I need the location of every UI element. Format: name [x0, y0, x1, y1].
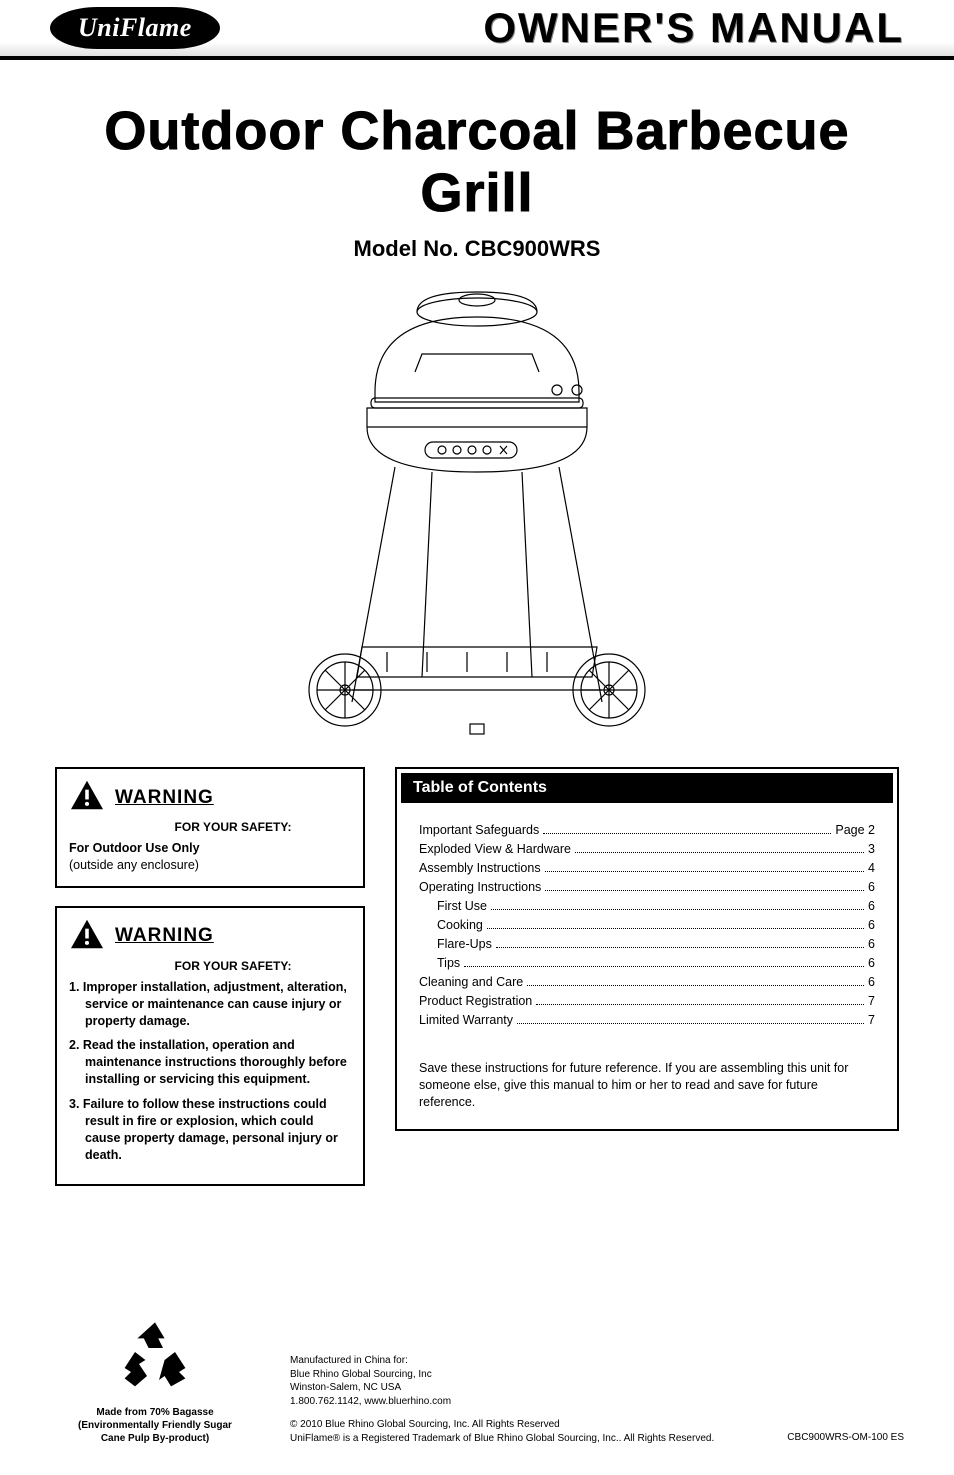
- toc-page: 6: [868, 918, 875, 932]
- document-type-title: OWNER'S MANUAL: [483, 4, 904, 52]
- toc-row: Exploded View & Hardware 3: [419, 842, 875, 856]
- header-bar: UniFlame OWNER'S MANUAL: [0, 0, 954, 60]
- manufacturer-block: Manufactured in China for: Blue Rhino Gl…: [290, 1354, 757, 1408]
- warning-1-body: For Outdoor Use Only (outside any enclos…: [69, 840, 351, 874]
- toc-dots: [517, 1023, 864, 1024]
- warning-1-title-block: WARNING: [115, 787, 214, 809]
- toc-dots: [464, 966, 864, 967]
- recycle-line-1: Made from 70% Bagasse: [50, 1406, 260, 1419]
- warnings-column: WARNING FOR YOUR SAFETY: For Outdoor Use…: [55, 767, 365, 1204]
- toc-dots: [527, 985, 864, 986]
- toc-label: Cleaning and Care: [419, 975, 523, 989]
- toc-row: Cleaning and Care 6: [419, 975, 875, 989]
- footer-text: Manufactured in China for: Blue Rhino Gl…: [290, 1354, 757, 1445]
- toc-dots: [536, 1004, 864, 1005]
- toc-save-note: Save these instructions for future refer…: [397, 1046, 897, 1129]
- toc-dots: [575, 852, 864, 853]
- toc-label: Exploded View & Hardware: [419, 842, 571, 856]
- toc-page: 6: [868, 937, 875, 951]
- toc-page: 6: [868, 975, 875, 989]
- recycle-icon: [115, 1316, 195, 1396]
- warning-triangle-icon: [69, 779, 105, 816]
- toc-label: Product Registration: [419, 994, 532, 1008]
- warning-1-normal-text: (outside any enclosure): [69, 858, 199, 872]
- warning-2-subtitle: FOR YOUR SAFETY:: [115, 959, 351, 973]
- warning-1-header: WARNING: [69, 779, 351, 816]
- warning-2-item: 3. Failure to follow these instructions …: [69, 1096, 351, 1164]
- content-area: Outdoor Charcoal Barbecue Grill Model No…: [0, 60, 954, 1204]
- recycle-block: Made from 70% Bagasse (Environmentally F…: [50, 1316, 260, 1445]
- mfg-line: Winston-Salem, NC USA: [290, 1381, 757, 1395]
- product-illustration: [50, 282, 904, 737]
- mfg-line: 1.800.762.1142, www.bluerhino.com: [290, 1395, 757, 1409]
- toc-page: 6: [868, 880, 875, 894]
- toc-row: First Use 6: [419, 899, 875, 913]
- copyright-block: © 2010 Blue Rhino Global Sourcing, Inc. …: [290, 1418, 757, 1445]
- toc-page: 4: [868, 861, 875, 875]
- toc-page: 3: [868, 842, 875, 856]
- two-column-layout: WARNING FOR YOUR SAFETY: For Outdoor Use…: [50, 767, 904, 1204]
- document-code: CBC900WRS-OM-100 ES: [787, 1432, 904, 1445]
- page: UniFlame OWNER'S MANUAL Outdoor Charcoal…: [0, 0, 954, 1475]
- brand-logo: UniFlame: [50, 7, 220, 49]
- copyright-line: © 2010 Blue Rhino Global Sourcing, Inc. …: [290, 1418, 757, 1432]
- toc-dots: [543, 833, 831, 834]
- toc-label: Important Safeguards: [419, 823, 539, 837]
- warning-2-header: WARNING: [69, 918, 351, 955]
- toc-list: Important Safeguards Page 2 Exploded View …: [397, 807, 897, 1046]
- toc-label: Operating Instructions: [419, 880, 541, 894]
- toc-page: 7: [868, 994, 875, 1008]
- toc-label: First Use: [437, 899, 487, 913]
- warning-1-subtitle: FOR YOUR SAFETY:: [115, 820, 351, 834]
- toc-row: Tips 6: [419, 956, 875, 970]
- toc-label: Assembly Instructions: [419, 861, 541, 875]
- grill-drawing-svg: [267, 282, 687, 737]
- toc-header: Table of Contents: [401, 773, 893, 803]
- toc-dots: [491, 909, 864, 910]
- warning-2-title: WARNING: [115, 925, 214, 947]
- toc-dots: [545, 890, 864, 891]
- warning-1-bold-text: For Outdoor Use Only: [69, 841, 200, 855]
- warning-2-body: 1. Improper installation, adjustment, al…: [69, 979, 351, 1164]
- toc-row: Limited Warranty 7: [419, 1013, 875, 1027]
- toc-row: Product Registration 7: [419, 994, 875, 1008]
- warning-box-1: WARNING FOR YOUR SAFETY: For Outdoor Use…: [55, 767, 365, 888]
- recycle-line-3: Cane Pulp By-product): [50, 1432, 260, 1445]
- product-title: Outdoor Charcoal Barbecue Grill: [50, 100, 904, 224]
- toc-label: Flare-Ups: [437, 937, 492, 951]
- mfg-line: Blue Rhino Global Sourcing, Inc: [290, 1368, 757, 1382]
- mfg-line: Manufactured in China for:: [290, 1354, 757, 1368]
- warning-2-list: 1. Improper installation, adjustment, al…: [69, 979, 351, 1164]
- toc-dots: [487, 928, 864, 929]
- copyright-line: UniFlame® is a Registered Trademark of B…: [290, 1432, 757, 1446]
- warning-triangle-icon: [69, 918, 105, 955]
- warning-2-title-block: WARNING: [115, 925, 214, 947]
- warning-1-title: WARNING: [115, 787, 214, 809]
- toc-row: Operating Instructions 6: [419, 880, 875, 894]
- toc-label: Cooking: [437, 918, 483, 932]
- warning-2-item: 1. Improper installation, adjustment, al…: [69, 979, 351, 1030]
- toc-column: Table of Contents Important Safeguards Pa…: [395, 767, 899, 1204]
- model-number: Model No. CBC900WRS: [50, 236, 904, 262]
- footer: Made from 70% Bagasse (Environmentally F…: [50, 1316, 904, 1445]
- toc-page: Page 2: [835, 823, 875, 837]
- toc-row: Assembly Instructions 4: [419, 861, 875, 875]
- toc-row: Cooking 6: [419, 918, 875, 932]
- toc-page: 6: [868, 899, 875, 913]
- warning-box-2: WARNING FOR YOUR SAFETY: 1. Improper ins…: [55, 906, 365, 1186]
- warning-2-item: 2. Read the installation, operation and …: [69, 1037, 351, 1088]
- toc-label: Limited Warranty: [419, 1013, 513, 1027]
- toc-label: Tips: [437, 956, 460, 970]
- toc-box: Table of Contents Important Safeguards Pa…: [395, 767, 899, 1131]
- recycle-line-2: (Environmentally Friendly Sugar: [50, 1419, 260, 1432]
- toc-page: 7: [868, 1013, 875, 1027]
- toc-row: Flare-Ups 6: [419, 937, 875, 951]
- toc-dots: [496, 947, 864, 948]
- toc-row: Important Safeguards Page 2: [419, 823, 875, 837]
- toc-page: 6: [868, 956, 875, 970]
- toc-dots: [545, 871, 864, 872]
